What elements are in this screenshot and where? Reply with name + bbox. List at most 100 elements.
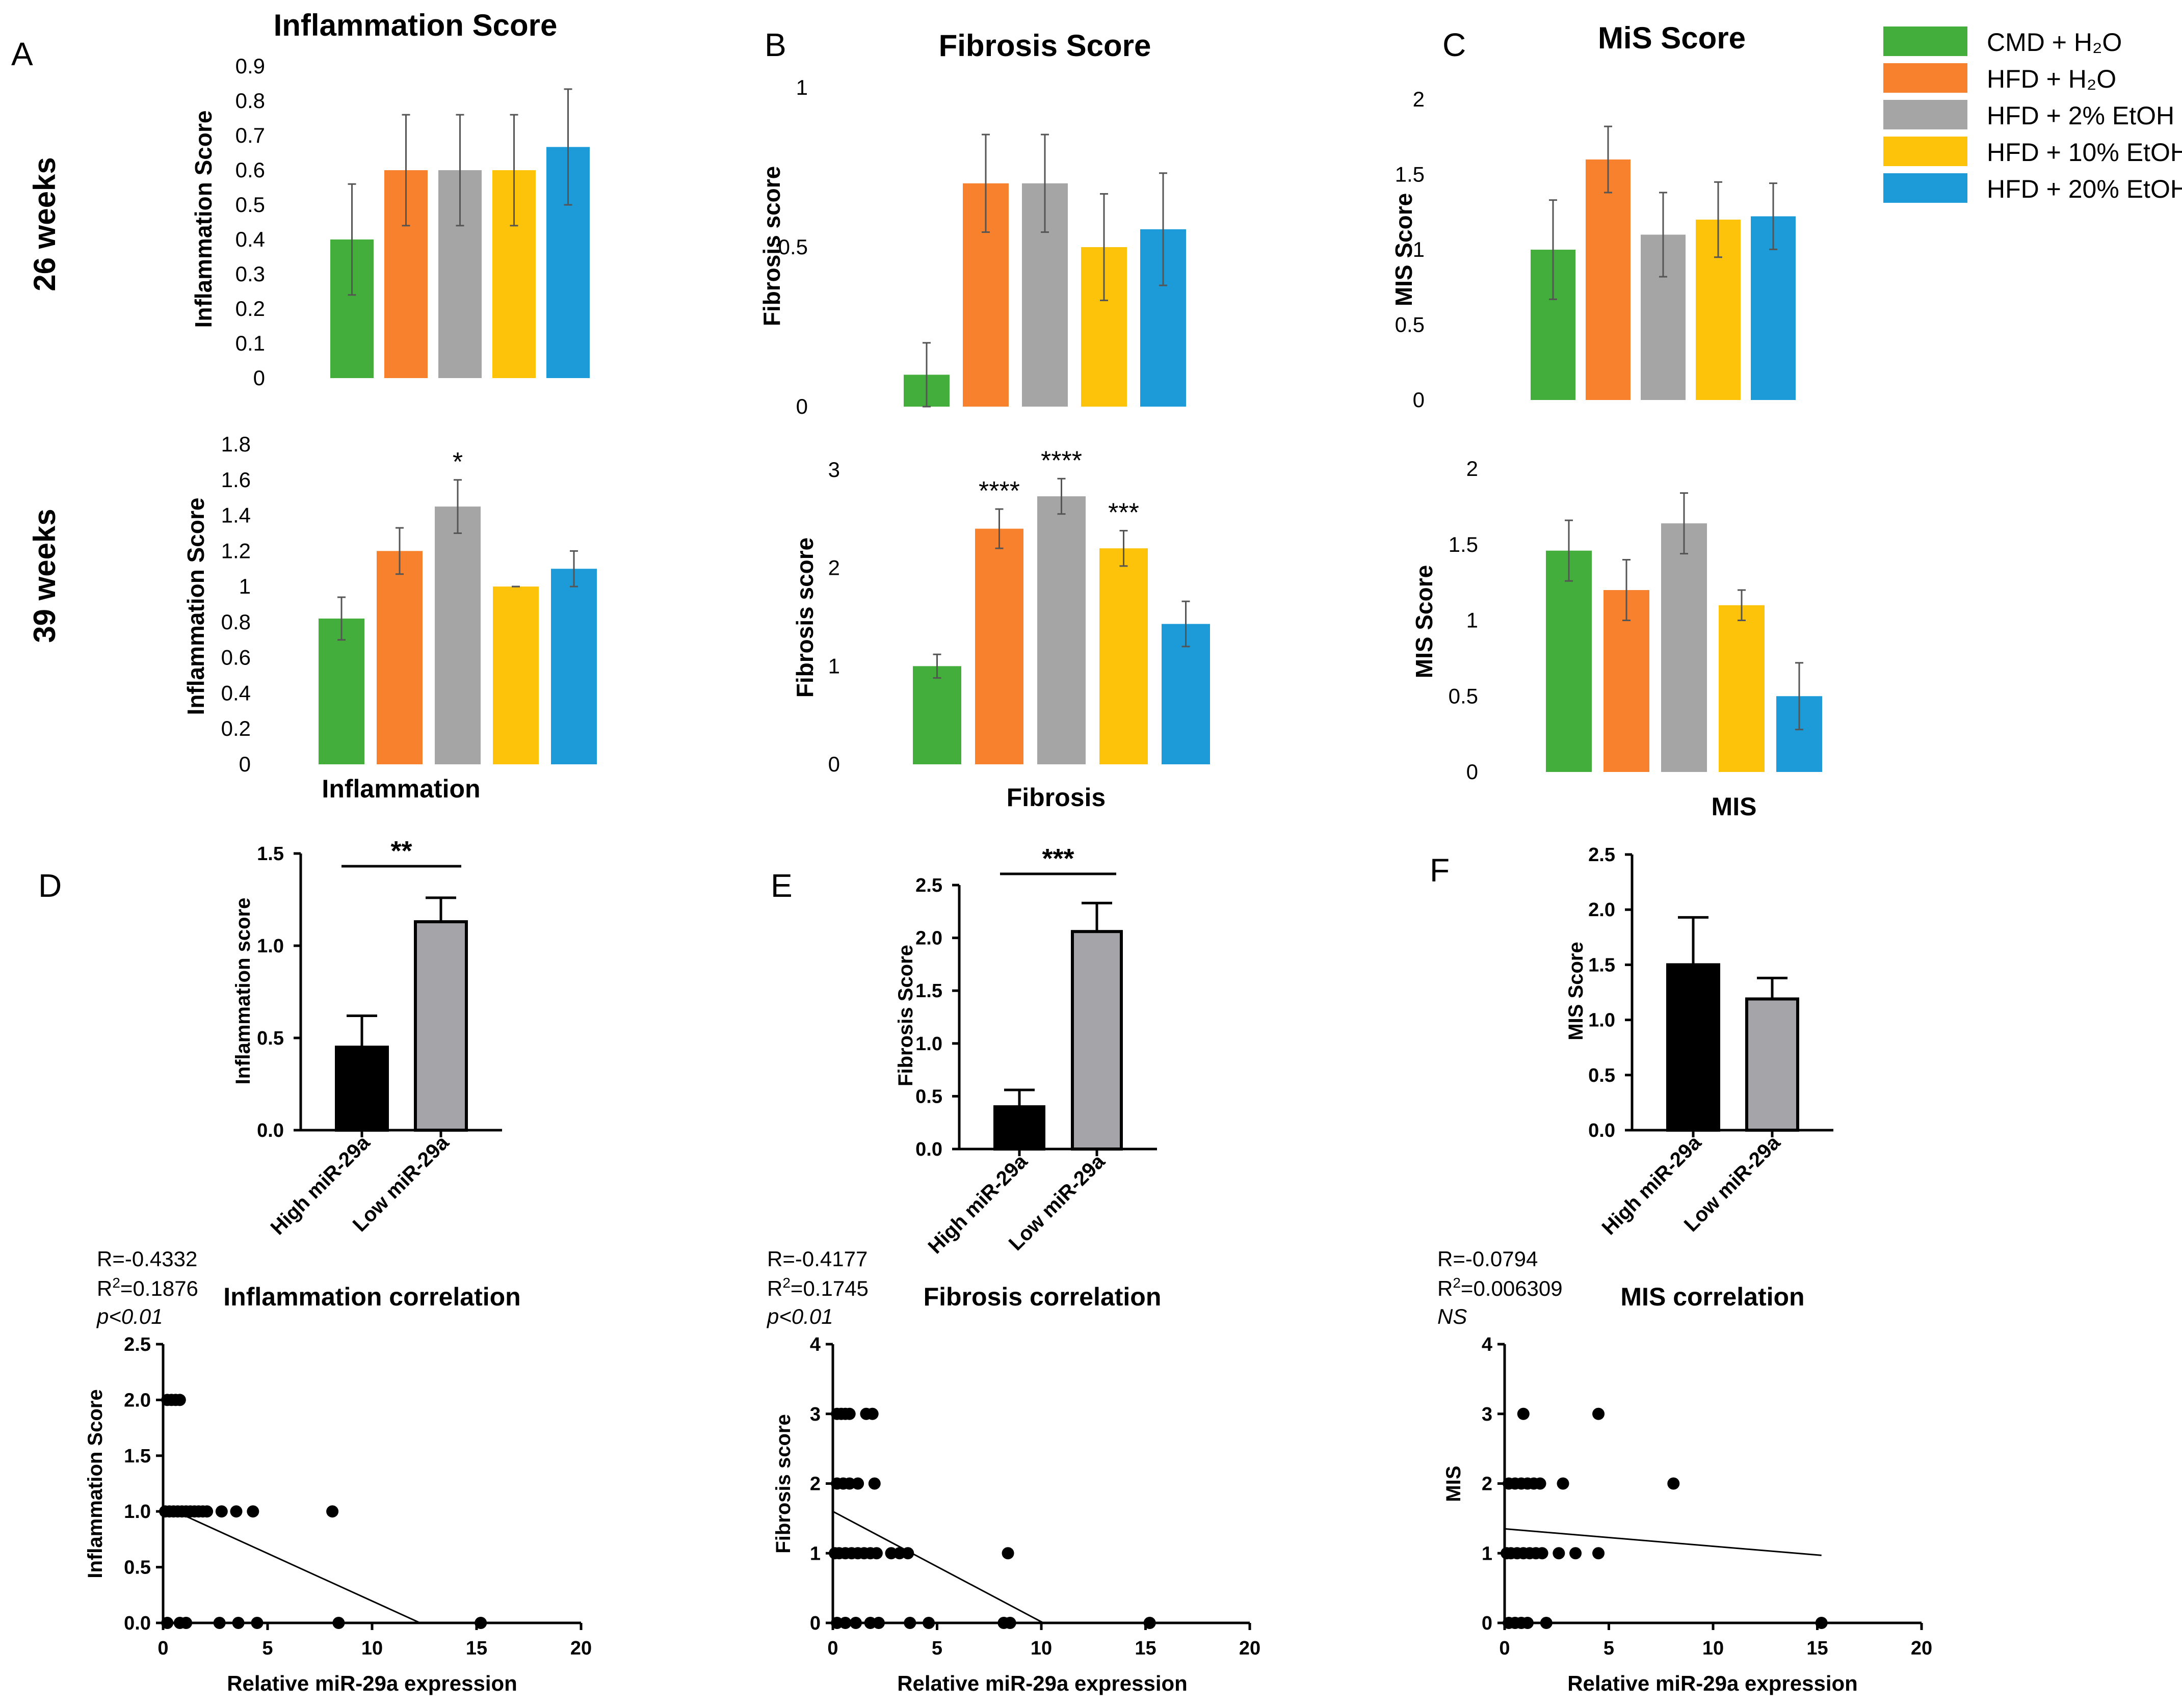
chart-mis-39w: 0 0.5 1 1.5 2 MIS Score MIS — [1411, 457, 1822, 821]
y-tick-label: 2 — [810, 1474, 821, 1495]
y-tick-label: 0.2 — [221, 716, 251, 740]
y-axis-label: Fibrosis score — [772, 1414, 795, 1553]
row-label-26-weeks: 26 weeks — [28, 157, 62, 291]
stat-r: R=-0.4332 — [97, 1247, 197, 1271]
stat-p: NS — [1437, 1304, 1467, 1328]
y-tick-label: 1.0 — [124, 1501, 151, 1523]
y-tick-label: 0.5 — [1588, 1065, 1615, 1086]
y-tick-label: 0.0 — [1588, 1120, 1615, 1141]
scatter-inflammation-correlation: 0.0 0.5 1.0 1.5 2.0 2.5 0 5 10 15 20 Inflammation c… — [84, 1247, 592, 1695]
data-point — [1521, 1617, 1534, 1629]
y-tick-label: 2 — [1466, 457, 1478, 481]
scatter-fibrosis-correlation: 0 1 2 3 4 0 5 10 15 20 Fibrosis correlation Fibrosi… — [766, 1247, 1260, 1695]
y-tick-label: 4 — [1482, 1334, 1492, 1355]
y-axis-label: Inflammation score — [232, 898, 254, 1085]
y-axis-label: Fibrosis score — [792, 538, 818, 698]
stat-r-squared-value: =0.006309 — [1461, 1276, 1563, 1300]
bar — [435, 506, 481, 764]
y-tick-label: 0.9 — [235, 54, 265, 78]
regression-line — [832, 1510, 1044, 1624]
stat-r: R=-0.0794 — [1437, 1247, 1538, 1271]
y-axis-label: Inflammation Score — [182, 498, 209, 715]
legend-swatch-2 — [1883, 100, 1967, 129]
bar — [377, 551, 423, 764]
y-tick-label: 1 — [1413, 237, 1425, 261]
stat-r: R=-0.4177 — [767, 1247, 867, 1271]
y-tick-label: 3 — [810, 1404, 821, 1425]
y-tick-label: 0.2 — [235, 297, 265, 321]
y-tick-label: 2.5 — [1588, 844, 1615, 866]
x-axis-label: Relative miR-29a expression — [897, 1671, 1188, 1695]
data-point — [1004, 1617, 1016, 1629]
bar — [1162, 624, 1210, 764]
y-tick-label: 1 — [239, 574, 251, 598]
panel-letter-c: C — [1442, 26, 1466, 63]
y-tick-label: 1.0 — [915, 1033, 942, 1055]
y-tick-label: 3 — [1482, 1404, 1492, 1425]
y-tick-label: 0.5 — [257, 1028, 284, 1049]
stat-r-squared-exponent: 2 — [1453, 1275, 1461, 1291]
data-point — [849, 1617, 862, 1629]
y-tick-label: 1 — [810, 1543, 821, 1564]
data-point — [1540, 1617, 1553, 1629]
x-tick-label: 5 — [262, 1638, 273, 1659]
y-axis-label: Fibrosis Score — [895, 945, 917, 1086]
significance-marker: *** — [1042, 843, 1074, 874]
x-tick-label: 20 — [570, 1638, 592, 1659]
y-tick-label: 1.5 — [1449, 532, 1478, 556]
regression-line — [163, 1505, 420, 1624]
y-tick-label: 2 — [1413, 87, 1425, 111]
data-point — [868, 1477, 881, 1490]
x-axis-label: Relative miR-29a expression — [227, 1671, 517, 1695]
y-axis-label: MIS Score — [1565, 942, 1587, 1040]
y-tick-label: 1.5 — [915, 980, 942, 1002]
chart-title: Inflammation correlation — [223, 1283, 520, 1311]
x-tick-label: 0 — [827, 1638, 838, 1659]
y-tick-label: 1 — [1482, 1543, 1492, 1564]
bar — [975, 528, 1023, 764]
bar — [319, 618, 364, 764]
panel-letter-f: F — [1430, 852, 1450, 889]
stat-r-squared-prefix: R — [1437, 1276, 1453, 1300]
y-axis-label: Inflammation Score — [84, 1389, 107, 1578]
data-point — [1667, 1477, 1680, 1490]
y-tick-label: 0.4 — [221, 681, 251, 705]
y-axis-label: MIS — [1442, 1465, 1465, 1502]
x-tick-label: 20 — [1911, 1638, 1932, 1659]
y-tick-label: 2.0 — [1588, 899, 1615, 921]
legend-label-2: HFD + 2% EtOH — [1987, 101, 2174, 130]
stat-r-squared-value: =0.1745 — [791, 1276, 869, 1300]
data-point — [247, 1505, 259, 1518]
chart-title: Fibrosis correlation — [924, 1283, 1162, 1311]
data-point — [1592, 1407, 1605, 1420]
y-tick-label: 2.0 — [915, 928, 942, 949]
bar — [493, 586, 539, 764]
legend-swatch-1 — [1883, 63, 1967, 93]
stat-r-squared: R2=0.1745 — [767, 1275, 869, 1300]
bar — [551, 569, 597, 764]
legend-label-1: HFD + H₂O — [1987, 65, 2116, 93]
stat-r-squared-value: =0.1876 — [120, 1276, 198, 1300]
data-point — [213, 1617, 226, 1629]
data-point — [1534, 1477, 1546, 1490]
stat-r-squared: R2=0.006309 — [1437, 1275, 1563, 1300]
bar — [1586, 159, 1631, 400]
bar — [335, 1046, 389, 1132]
stat-r-squared: R2=0.1876 — [97, 1275, 198, 1300]
data-point — [1517, 1407, 1530, 1420]
data-point — [1002, 1547, 1014, 1560]
y-axis-label: Fibrosis score — [758, 166, 785, 326]
stat-r-squared-prefix: R — [767, 1276, 782, 1300]
data-point — [904, 1617, 916, 1629]
x-axis-label: Relative miR-29a expression — [1567, 1671, 1858, 1695]
data-point — [173, 1394, 186, 1406]
x-tick-label: 0 — [157, 1638, 168, 1659]
y-tick-label: 2.5 — [124, 1334, 151, 1355]
y-tick-label: 2 — [1482, 1474, 1492, 1495]
bar — [1071, 930, 1123, 1151]
data-point — [232, 1617, 245, 1629]
y-tick-label: 4 — [810, 1334, 821, 1355]
data-point — [852, 1477, 864, 1490]
significance-marker: **** — [1041, 446, 1082, 475]
